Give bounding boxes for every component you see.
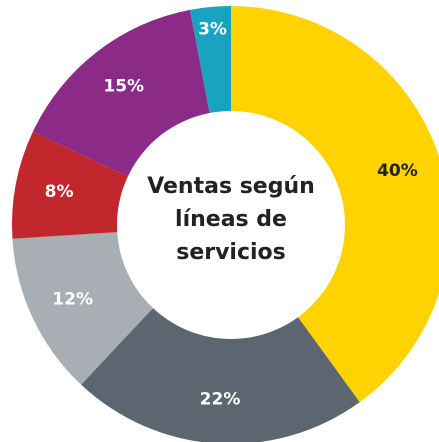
data-label: 3%	[198, 19, 227, 39]
donut-slice	[81, 308, 360, 442]
data-label: 8%	[45, 182, 74, 202]
donut-slice	[11, 131, 128, 239]
data-label: 22%	[200, 390, 241, 410]
data-label: 12%	[52, 290, 93, 310]
donut-slice	[231, 6, 439, 403]
data-label: 15%	[103, 77, 144, 97]
data-label: 40%	[377, 161, 418, 181]
chart-title: Ventas según líneas de servicios	[147, 174, 315, 265]
donut-slice	[12, 232, 153, 385]
donut-slice	[32, 9, 210, 177]
donut-slice	[189, 6, 231, 114]
